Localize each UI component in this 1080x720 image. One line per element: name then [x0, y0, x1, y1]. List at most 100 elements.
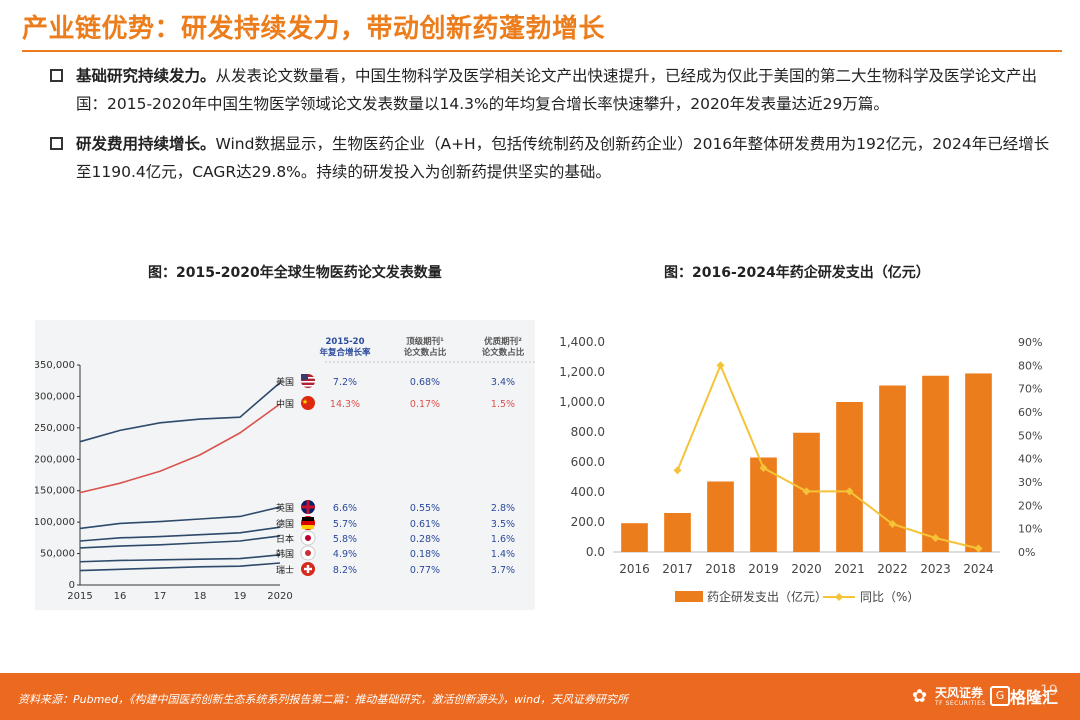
quality-journal-share: 3.7% — [491, 565, 515, 576]
rd-bar — [664, 513, 691, 552]
rd-bar — [965, 373, 992, 552]
top-journal-share: 0.55% — [410, 503, 440, 514]
kr-flag-taeguk — [305, 550, 311, 556]
y-tick-label: 600.0 — [571, 455, 605, 469]
legend-bar-swatch — [675, 591, 703, 602]
country-label: 韩国 — [276, 548, 294, 560]
y-tick-label: 0.0 — [586, 545, 605, 559]
yoy-point — [974, 544, 983, 553]
page-title: 产业链优势：研发持续发力，带动创新药蓬勃增长 — [22, 14, 606, 44]
x-tick-label: 2021 — [834, 562, 865, 576]
gelonghui-logo-icon: G — [990, 686, 1010, 706]
chart-title-papers: 图：2015-2020年全球生物医药论文发表数量 — [148, 265, 442, 281]
bullet-rd-expense: 研发费用持续增长。Wind数据显示，生物医药企业（A+H，包括传统制药及创新药企… — [50, 130, 1050, 186]
source-note: 资料来源：Pubmed，《构建中国医药创新生态系统系列报告第二篇：推动基础研究，… — [18, 693, 629, 706]
quality-journal-share: 2.8% — [491, 503, 515, 514]
x-tick-label: 2018 — [705, 562, 736, 576]
cagr-value: 8.2% — [333, 565, 357, 576]
x-tick-label: 18 — [194, 591, 207, 602]
bullet-square-icon — [50, 137, 63, 150]
x-tick-label: 2022 — [877, 562, 908, 576]
x-tick-label: 16 — [114, 591, 127, 602]
yoy-point — [931, 534, 940, 542]
de-flag-black — [302, 517, 314, 521]
us-flag-canton — [301, 374, 308, 380]
rd-bar — [621, 523, 648, 552]
country-label: 中国 — [276, 398, 294, 410]
tf-logo-icon: ✿ — [912, 686, 928, 707]
x-tick-label: 2016 — [619, 562, 650, 576]
y2-tick-label: 80% — [1018, 359, 1042, 372]
bullet-square-icon — [50, 69, 63, 82]
papers-line-chart: 0 50,000 100,000 150,000 200,000 250,000 300,0… — [35, 320, 535, 610]
y2-tick-label: 90% — [1018, 336, 1042, 349]
x-tick-label: 2020 — [267, 591, 292, 602]
y-tick-label: 300,000 — [35, 391, 75, 402]
cagr-value: 7.2% — [333, 377, 357, 388]
quality-journal-share: 1.5% — [491, 399, 515, 410]
tf-brand-sub: TF SECURITIES — [935, 700, 986, 707]
y-tick-label: 800.0 — [571, 425, 605, 439]
chart-title-rd: 图：2016-2024年药企研发支出（亿元） — [664, 265, 930, 281]
series-line-ch — [79, 562, 281, 572]
y-tick-label: 200.0 — [571, 515, 605, 529]
bullet-heading: 基础研究持续发力。 — [76, 67, 216, 85]
yoy-point — [759, 464, 768, 472]
cagr-value: 5.8% — [333, 534, 357, 545]
x-tick-label: 2020 — [791, 562, 822, 576]
rd-bar-line-chart: 0.0 200.0 400.0 600.0 800.0 1,000.0 1,200.0 1,4… — [559, 335, 1042, 604]
legend-line-marker — [835, 593, 843, 601]
table-header: 优质期刊² 论文数占比 — [482, 336, 525, 358]
y-tick-label: 1,400.0 — [559, 335, 605, 349]
quality-journal-share: 3.4% — [491, 377, 515, 388]
x-tick-label: 2019 — [748, 562, 779, 576]
quality-journal-share: 1.6% — [491, 534, 515, 545]
yoy-line — [676, 362, 979, 550]
x-tick-label: 2024 — [963, 562, 994, 576]
y2-tick-label: 20% — [1018, 499, 1042, 512]
page-number: 19 — [1040, 683, 1058, 699]
series-line-cn — [79, 403, 281, 494]
series-line-kr — [79, 554, 281, 563]
x-tick-label: 2015 — [67, 591, 92, 602]
us-flag-stripe — [301, 381, 315, 383]
y2-tick-label: 40% — [1018, 453, 1042, 466]
y-tick-label: 1,200.0 — [559, 365, 605, 379]
yoy-point — [845, 487, 854, 496]
legend-line-label: 同比（%） — [860, 590, 919, 604]
gelonghui-brand: 格隆汇 — [1010, 688, 1059, 707]
y2-tick-label: 50% — [1018, 429, 1042, 442]
bullet-research: 基础研究持续发力。从发表论文数量看，中国生物科学及医学相关论文产出快速提升，已经… — [50, 62, 1050, 118]
y-tick-label: 350,000 — [35, 360, 75, 371]
uk-flag-cross-v — [306, 500, 310, 514]
series-line-us — [79, 381, 281, 443]
ch-flag-cross-h — [304, 567, 312, 571]
y-tick-label: 50,000 — [40, 549, 75, 560]
bullet-text: 从发表论文数量看，中国生物科学及医学相关论文产出快速提升，已经成为仅此于美国的第… — [76, 67, 1038, 113]
country-label: 德国 — [276, 518, 294, 530]
us-flag-stripe — [301, 385, 315, 387]
quality-journal-share: 3.5% — [491, 519, 515, 530]
rd-bar — [836, 402, 863, 552]
cn-flag-star: ★ — [302, 398, 308, 406]
y2-tick-label: 70% — [1018, 383, 1042, 396]
footer-bar — [0, 673, 1080, 720]
top-journal-share: 0.18% — [410, 549, 440, 560]
top-journal-share: 0.28% — [410, 534, 440, 545]
jp-flag-sun — [305, 535, 311, 541]
country-label: 美国 — [276, 376, 294, 388]
top-journal-share: 0.77% — [410, 565, 440, 576]
yoy-point — [802, 487, 811, 496]
y-tick-label: 0 — [69, 580, 75, 591]
x-tick-label: 17 — [154, 591, 167, 602]
title-divider — [22, 50, 1062, 52]
tf-brand-name: 天风证券 — [935, 686, 984, 700]
cagr-value: 4.9% — [333, 549, 357, 560]
cagr-value: 5.7% — [333, 519, 357, 530]
de-flag-gold — [302, 525, 314, 529]
rd-bar — [922, 375, 949, 552]
bullet-text: Wind数据显示，生物医药企业（A+H，包括传统制药及创新药企业）2016年整体… — [76, 135, 1050, 181]
yoy-point — [716, 361, 725, 370]
country-label: 英国 — [276, 502, 294, 514]
y2-tick-label: 10% — [1018, 523, 1042, 536]
